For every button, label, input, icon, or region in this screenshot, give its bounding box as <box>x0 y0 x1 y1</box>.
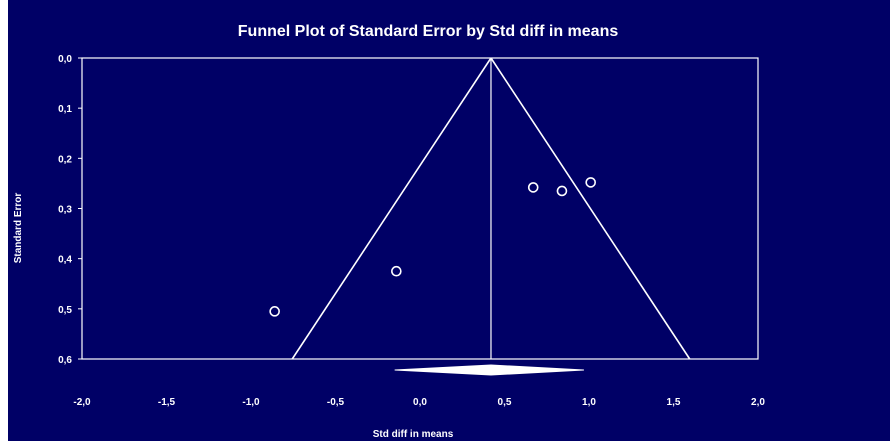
y-tick-label: 0,5 <box>58 305 72 316</box>
chart-title: Funnel Plot of Standard Error by Std dif… <box>238 23 619 40</box>
study-point <box>556 185 568 197</box>
plot-area: 0,0 0,1 0,2 0,3 0,4 0,5 0,6 -2,0 -1,5 -1,0 -0,5 0,0… <box>58 54 765 408</box>
study-point <box>527 182 539 193</box>
x-tick-label: -0,5 <box>327 397 345 408</box>
y-tick-label: 0,4 <box>58 255 72 266</box>
y-tick-label: 0,6 <box>58 355 72 366</box>
x-tick-label: 0,5 <box>498 397 512 408</box>
x-tick-label: 1,5 <box>667 397 681 408</box>
y-tick-label: 0,0 <box>58 54 72 65</box>
plot-border <box>81 57 759 360</box>
y-axis-label: Standard Error <box>13 193 24 264</box>
funnel-plot: Funnel Plot of Standard Error by Std dif… <box>13 23 765 440</box>
x-tick-label: 0,0 <box>413 397 427 408</box>
x-tick-label: 1,0 <box>582 397 596 408</box>
y-tick-label: 0,1 <box>58 104 72 115</box>
x-tick-label: -2,0 <box>73 397 91 408</box>
summary-diamond <box>394 364 584 376</box>
x-axis-label: Std diff in means <box>373 429 454 440</box>
study-point <box>391 265 402 277</box>
funnel-left-line <box>291 57 492 360</box>
study-point <box>269 306 280 317</box>
x-tick-label: -1,0 <box>242 397 260 408</box>
chart-panel: Funnel Plot of Standard Error by Std dif… <box>8 0 890 441</box>
x-tick-label: -1,5 <box>158 397 176 408</box>
study-point <box>585 177 596 188</box>
funnel-right-line <box>490 57 691 360</box>
y-tick-label: 0,2 <box>58 154 72 165</box>
y-tick-label: 0,3 <box>58 205 72 216</box>
x-tick-label: 2,0 <box>751 397 765 408</box>
